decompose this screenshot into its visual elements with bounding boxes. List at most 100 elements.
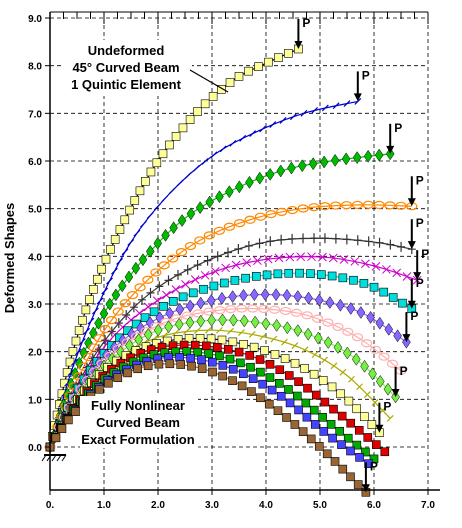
fixed-support-icon (41, 454, 67, 462)
series-marker (194, 327, 201, 335)
series-marker (330, 201, 342, 210)
load-label: P (362, 68, 370, 82)
series-marker (254, 212, 267, 221)
series-marker (206, 294, 216, 308)
series-marker (95, 384, 104, 394)
undeformed-annotation-bg (62, 40, 192, 96)
series-marker (359, 278, 369, 288)
series-marker (335, 426, 344, 436)
series-marker (105, 297, 115, 311)
series-marker (301, 311, 313, 320)
series-marker (99, 307, 109, 321)
series-marker (71, 407, 80, 416)
series-marker (194, 236, 206, 245)
series-marker (371, 399, 379, 406)
series-marker (373, 200, 385, 210)
series-marker (171, 132, 181, 141)
series-marker (380, 447, 390, 457)
series-marker (239, 288, 248, 302)
series-marker (228, 364, 238, 374)
series-marker (392, 268, 402, 278)
series-marker (384, 322, 394, 336)
series-marker (412, 275, 422, 285)
series-marker (228, 337, 238, 347)
series-marker (197, 364, 207, 373)
series-marker (343, 433, 353, 443)
series-marker (83, 327, 90, 335)
series-marker (351, 352, 361, 366)
series-marker (351, 333, 364, 342)
y-tick-label: 6.0 (28, 157, 42, 168)
series-marker (217, 335, 227, 345)
series-marker (193, 164, 200, 172)
series-marker (110, 235, 120, 244)
series-marker (322, 318, 334, 327)
series-marker (193, 347, 203, 357)
series-marker (295, 268, 304, 278)
series-marker (254, 62, 263, 71)
series-marker (196, 314, 206, 328)
series-marker (294, 377, 303, 386)
series-marker (309, 405, 319, 415)
series-marker (259, 333, 267, 341)
series-marker (310, 420, 320, 429)
series-marker (57, 424, 67, 434)
load-arrow-head (386, 145, 395, 154)
series-marker (270, 335, 278, 343)
series-marker (71, 336, 81, 346)
load-label: P (416, 173, 424, 187)
series-marker (158, 261, 170, 270)
series-marker (65, 357, 75, 367)
undeformed-pointer-line (189, 69, 229, 93)
series-marker (364, 459, 373, 468)
series-marker (81, 305, 91, 315)
series-marker (216, 326, 223, 334)
series-marker (369, 282, 379, 292)
load-label: P (421, 247, 429, 261)
x-tick-label: 0. (46, 500, 55, 511)
series-marker (218, 371, 227, 381)
load-label: P (416, 216, 424, 230)
series-marker (183, 328, 190, 335)
series-marker (267, 385, 277, 395)
series-marker (184, 241, 197, 251)
series-marker (388, 293, 398, 302)
series-marker (153, 203, 161, 211)
annotation-undeformed-line1: Undeformed (88, 43, 165, 58)
series-marker (176, 179, 184, 187)
series-marker (330, 457, 340, 466)
series-marker (111, 288, 121, 302)
series-marker (221, 263, 231, 273)
series-marker (246, 362, 255, 372)
series-marker (352, 440, 362, 450)
series-marker (185, 115, 195, 124)
series-marker (265, 373, 275, 382)
series-marker (135, 186, 145, 196)
series-marker (225, 305, 237, 314)
load-label: P (383, 400, 391, 414)
series-marker (176, 360, 186, 369)
series-marker (265, 360, 275, 369)
load-arrow-head (413, 272, 422, 281)
series-marker (282, 288, 292, 302)
series-marker (203, 255, 212, 266)
series-marker (93, 334, 105, 343)
series-marker (318, 252, 327, 262)
load-label: P (394, 121, 402, 135)
series-marker (284, 48, 293, 58)
series-marker (239, 340, 248, 349)
series-marker (289, 113, 297, 121)
series-marker (280, 354, 290, 363)
series-marker (168, 187, 176, 195)
series-marker (277, 234, 286, 245)
series-marker (162, 336, 172, 346)
series-marker (328, 253, 338, 263)
series-marker (205, 326, 212, 334)
series-marker (256, 367, 265, 377)
series-marker (353, 480, 363, 489)
y-tick-label: 3.0 (28, 300, 42, 311)
series-marker (398, 298, 407, 308)
series-marker (206, 334, 216, 344)
series-marker (74, 348, 82, 356)
series-marker (382, 265, 391, 274)
